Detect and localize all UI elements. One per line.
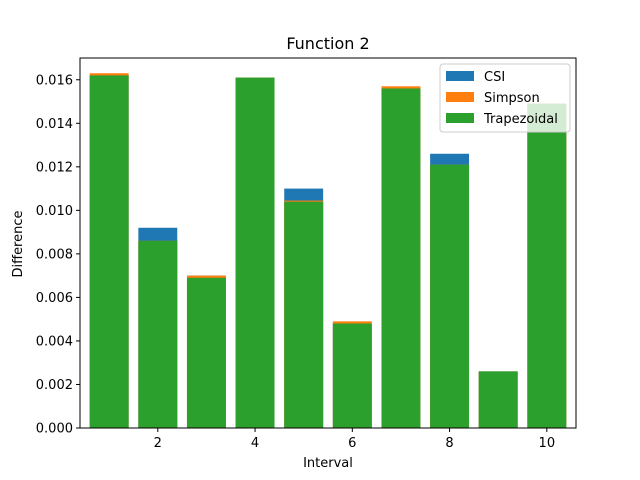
bar-trapezoidal-8 xyxy=(430,164,470,428)
legend-label-simpson: Simpson xyxy=(484,91,540,106)
x-tick-label: 2 xyxy=(154,436,162,451)
bar-trapezoidal-2 xyxy=(138,240,178,428)
bar-trapezoidal-1 xyxy=(89,75,129,428)
y-axis-ticks: 0.000 0.002 0.004 0.006 0.008 0.010 0.012 0.014… xyxy=(36,73,80,437)
legend-label-trapezoidal: Trapezoidal xyxy=(483,112,558,127)
plot-frame xyxy=(79,57,577,429)
legend-swatch-csi xyxy=(446,71,474,81)
x-axis-ticks: 2 4 6 8 10 xyxy=(154,428,555,451)
y-tick-label: 0.012 xyxy=(36,160,73,175)
y-tick-label: 0.006 xyxy=(36,291,73,306)
bar-trapezoidal-6 xyxy=(332,323,372,428)
legend: CSI Simpson Trapezoidal xyxy=(439,63,571,133)
legend-label-csi: CSI xyxy=(484,70,505,85)
bar-trapezoidal-4 xyxy=(235,77,275,429)
y-tick-label: 0.000 xyxy=(36,422,73,437)
y-tick-label: 0.004 xyxy=(36,334,73,349)
x-tick-label: 4 xyxy=(251,436,259,451)
y-tick-label: 0.008 xyxy=(36,247,73,262)
y-axis-label: Difference xyxy=(11,210,26,277)
x-tick-label: 8 xyxy=(445,436,453,451)
x-tick-label: 6 xyxy=(348,436,356,451)
bar-trapezoidal-5 xyxy=(284,201,324,428)
x-tick-label: 10 xyxy=(539,436,556,451)
legend-swatch-trapezoidal xyxy=(446,113,474,123)
y-tick-label: 0.010 xyxy=(36,204,73,219)
bars-group xyxy=(89,73,567,429)
bar-trapezoidal-9 xyxy=(478,371,518,428)
bar-trapezoidal-3 xyxy=(186,277,226,428)
bar-trapezoidal-10 xyxy=(527,103,567,429)
y-tick-label: 0.002 xyxy=(36,378,73,393)
y-tick-label: 0.014 xyxy=(36,117,73,132)
chart-title: Function 2 xyxy=(286,34,369,53)
x-axis-label: Interval xyxy=(303,456,353,471)
y-tick-label: 0.016 xyxy=(36,73,73,88)
legend-swatch-simpson xyxy=(446,92,474,102)
bar-trapezoidal-7 xyxy=(381,88,421,429)
